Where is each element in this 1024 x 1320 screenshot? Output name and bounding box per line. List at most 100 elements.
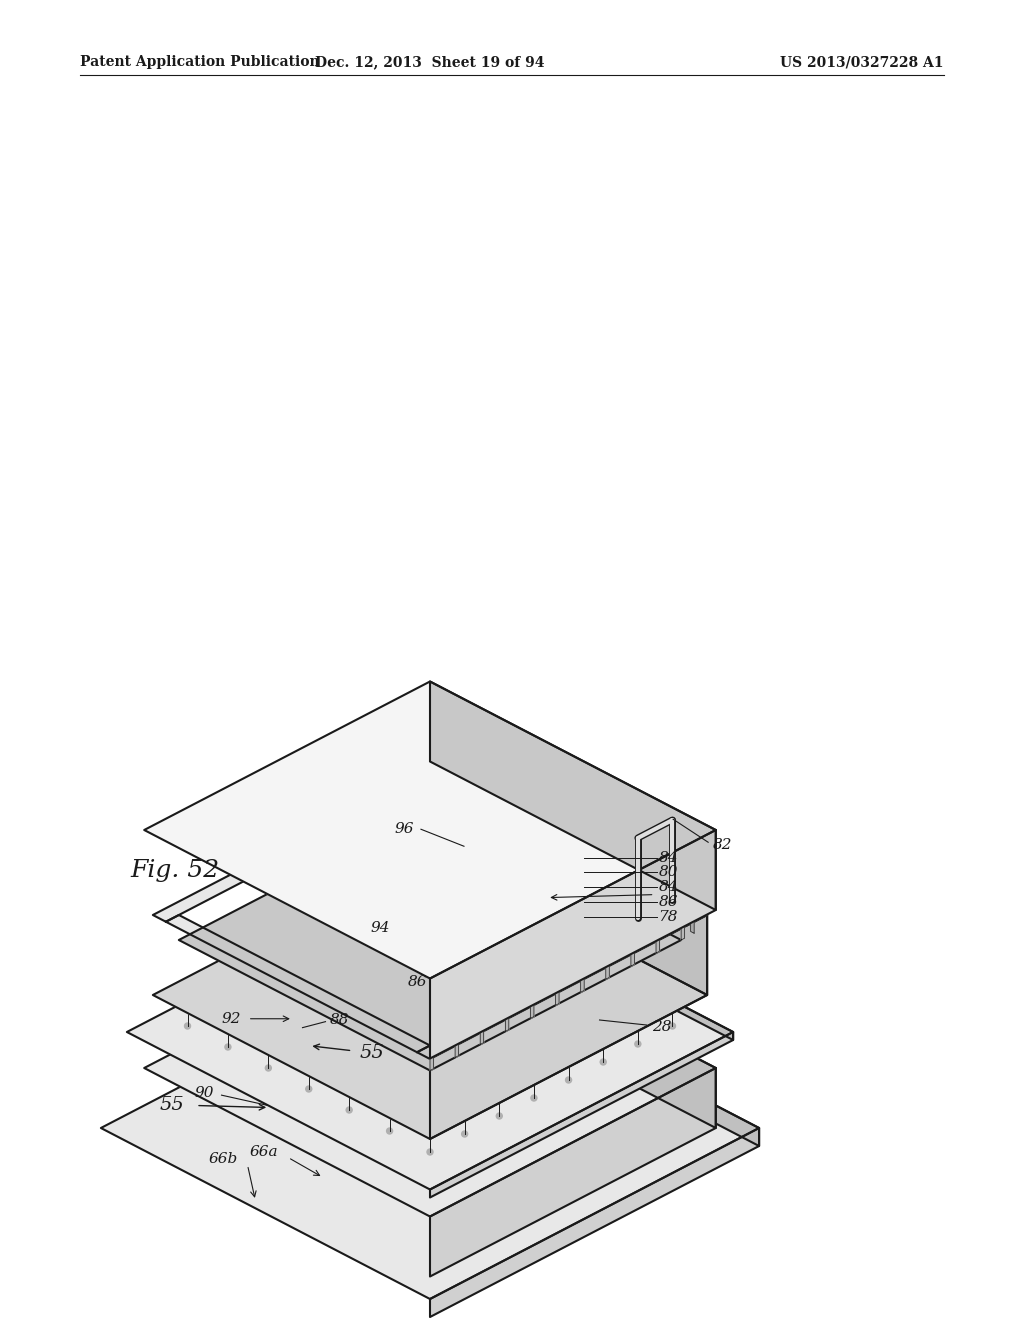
- Circle shape: [254, 956, 260, 962]
- Circle shape: [416, 1040, 422, 1045]
- Text: 96: 96: [394, 822, 414, 837]
- Text: 78: 78: [658, 909, 678, 924]
- Polygon shape: [590, 854, 594, 880]
- Circle shape: [462, 1100, 468, 1106]
- Circle shape: [473, 927, 479, 932]
- Circle shape: [490, 1043, 497, 1049]
- Circle shape: [381, 1059, 387, 1064]
- Text: Dec. 12, 2013  Sheet 19 of 94: Dec. 12, 2013 Sheet 19 of 94: [315, 55, 545, 69]
- Circle shape: [479, 997, 485, 1002]
- Circle shape: [519, 1016, 525, 1023]
- Circle shape: [473, 957, 479, 964]
- Polygon shape: [640, 880, 644, 907]
- Circle shape: [438, 975, 444, 981]
- Circle shape: [346, 1076, 352, 1082]
- Circle shape: [490, 1074, 497, 1080]
- Polygon shape: [465, 789, 468, 816]
- Circle shape: [629, 972, 635, 977]
- Circle shape: [294, 977, 300, 983]
- Polygon shape: [179, 809, 681, 1071]
- Polygon shape: [480, 1018, 483, 1044]
- Text: 66a: 66a: [250, 1146, 279, 1159]
- Polygon shape: [631, 940, 635, 966]
- Text: 66b: 66b: [208, 1152, 238, 1166]
- Polygon shape: [565, 841, 568, 869]
- Circle shape: [635, 1010, 641, 1016]
- Circle shape: [225, 1012, 231, 1019]
- Circle shape: [530, 1064, 537, 1071]
- Circle shape: [421, 1078, 427, 1085]
- Polygon shape: [430, 915, 708, 1139]
- Circle shape: [403, 962, 410, 968]
- Circle shape: [484, 1035, 490, 1041]
- Polygon shape: [101, 957, 759, 1299]
- Polygon shape: [581, 965, 584, 993]
- Circle shape: [335, 998, 341, 1005]
- Polygon shape: [515, 814, 518, 842]
- Circle shape: [375, 1049, 381, 1056]
- Polygon shape: [127, 874, 733, 1189]
- Circle shape: [410, 1001, 416, 1007]
- Circle shape: [594, 1020, 600, 1026]
- Circle shape: [340, 1068, 346, 1074]
- Text: 92: 92: [221, 1011, 241, 1026]
- Circle shape: [451, 1053, 456, 1059]
- Circle shape: [259, 995, 265, 1001]
- Polygon shape: [144, 920, 716, 1217]
- Text: 86: 86: [408, 974, 427, 989]
- Text: 90: 90: [194, 1086, 214, 1100]
- Circle shape: [514, 946, 519, 953]
- Circle shape: [329, 990, 335, 997]
- Polygon shape: [153, 771, 443, 921]
- Polygon shape: [166, 915, 430, 1052]
- Circle shape: [357, 933, 364, 939]
- Polygon shape: [430, 681, 716, 909]
- Text: 82: 82: [713, 838, 732, 853]
- Circle shape: [589, 950, 595, 956]
- Circle shape: [589, 981, 595, 987]
- Circle shape: [357, 902, 364, 908]
- Text: 28: 28: [652, 1020, 672, 1034]
- Polygon shape: [556, 978, 559, 1006]
- Circle shape: [259, 1026, 265, 1032]
- Circle shape: [364, 941, 370, 946]
- Polygon shape: [489, 803, 494, 829]
- Circle shape: [421, 1110, 427, 1115]
- Text: US 2013/0327228 A1: US 2013/0327228 A1: [780, 55, 944, 69]
- Circle shape: [219, 1005, 225, 1011]
- Text: 55: 55: [359, 1044, 384, 1061]
- Circle shape: [392, 884, 398, 890]
- Text: 84: 84: [658, 851, 678, 865]
- Circle shape: [635, 1041, 641, 1047]
- Circle shape: [219, 974, 225, 979]
- Circle shape: [254, 987, 260, 993]
- Circle shape: [565, 1045, 571, 1052]
- Circle shape: [300, 1016, 306, 1022]
- Polygon shape: [656, 927, 659, 953]
- Polygon shape: [690, 907, 694, 933]
- Circle shape: [184, 1023, 190, 1030]
- Polygon shape: [615, 867, 618, 894]
- Circle shape: [375, 1019, 381, 1026]
- Circle shape: [456, 1092, 462, 1098]
- Polygon shape: [430, 957, 759, 1146]
- Circle shape: [306, 1055, 311, 1061]
- Circle shape: [306, 1086, 311, 1092]
- Circle shape: [184, 993, 190, 998]
- Circle shape: [381, 1089, 387, 1096]
- Circle shape: [289, 939, 295, 944]
- Circle shape: [554, 968, 560, 974]
- Circle shape: [346, 1107, 352, 1113]
- Circle shape: [444, 983, 451, 989]
- Circle shape: [300, 1047, 306, 1053]
- Circle shape: [508, 939, 514, 945]
- Circle shape: [265, 1034, 271, 1040]
- Circle shape: [403, 993, 410, 999]
- Text: 80: 80: [658, 865, 678, 879]
- Circle shape: [387, 1129, 392, 1134]
- Circle shape: [427, 866, 433, 873]
- Polygon shape: [540, 828, 544, 855]
- Polygon shape: [430, 1044, 433, 1071]
- Circle shape: [324, 920, 329, 927]
- Circle shape: [484, 1005, 490, 1010]
